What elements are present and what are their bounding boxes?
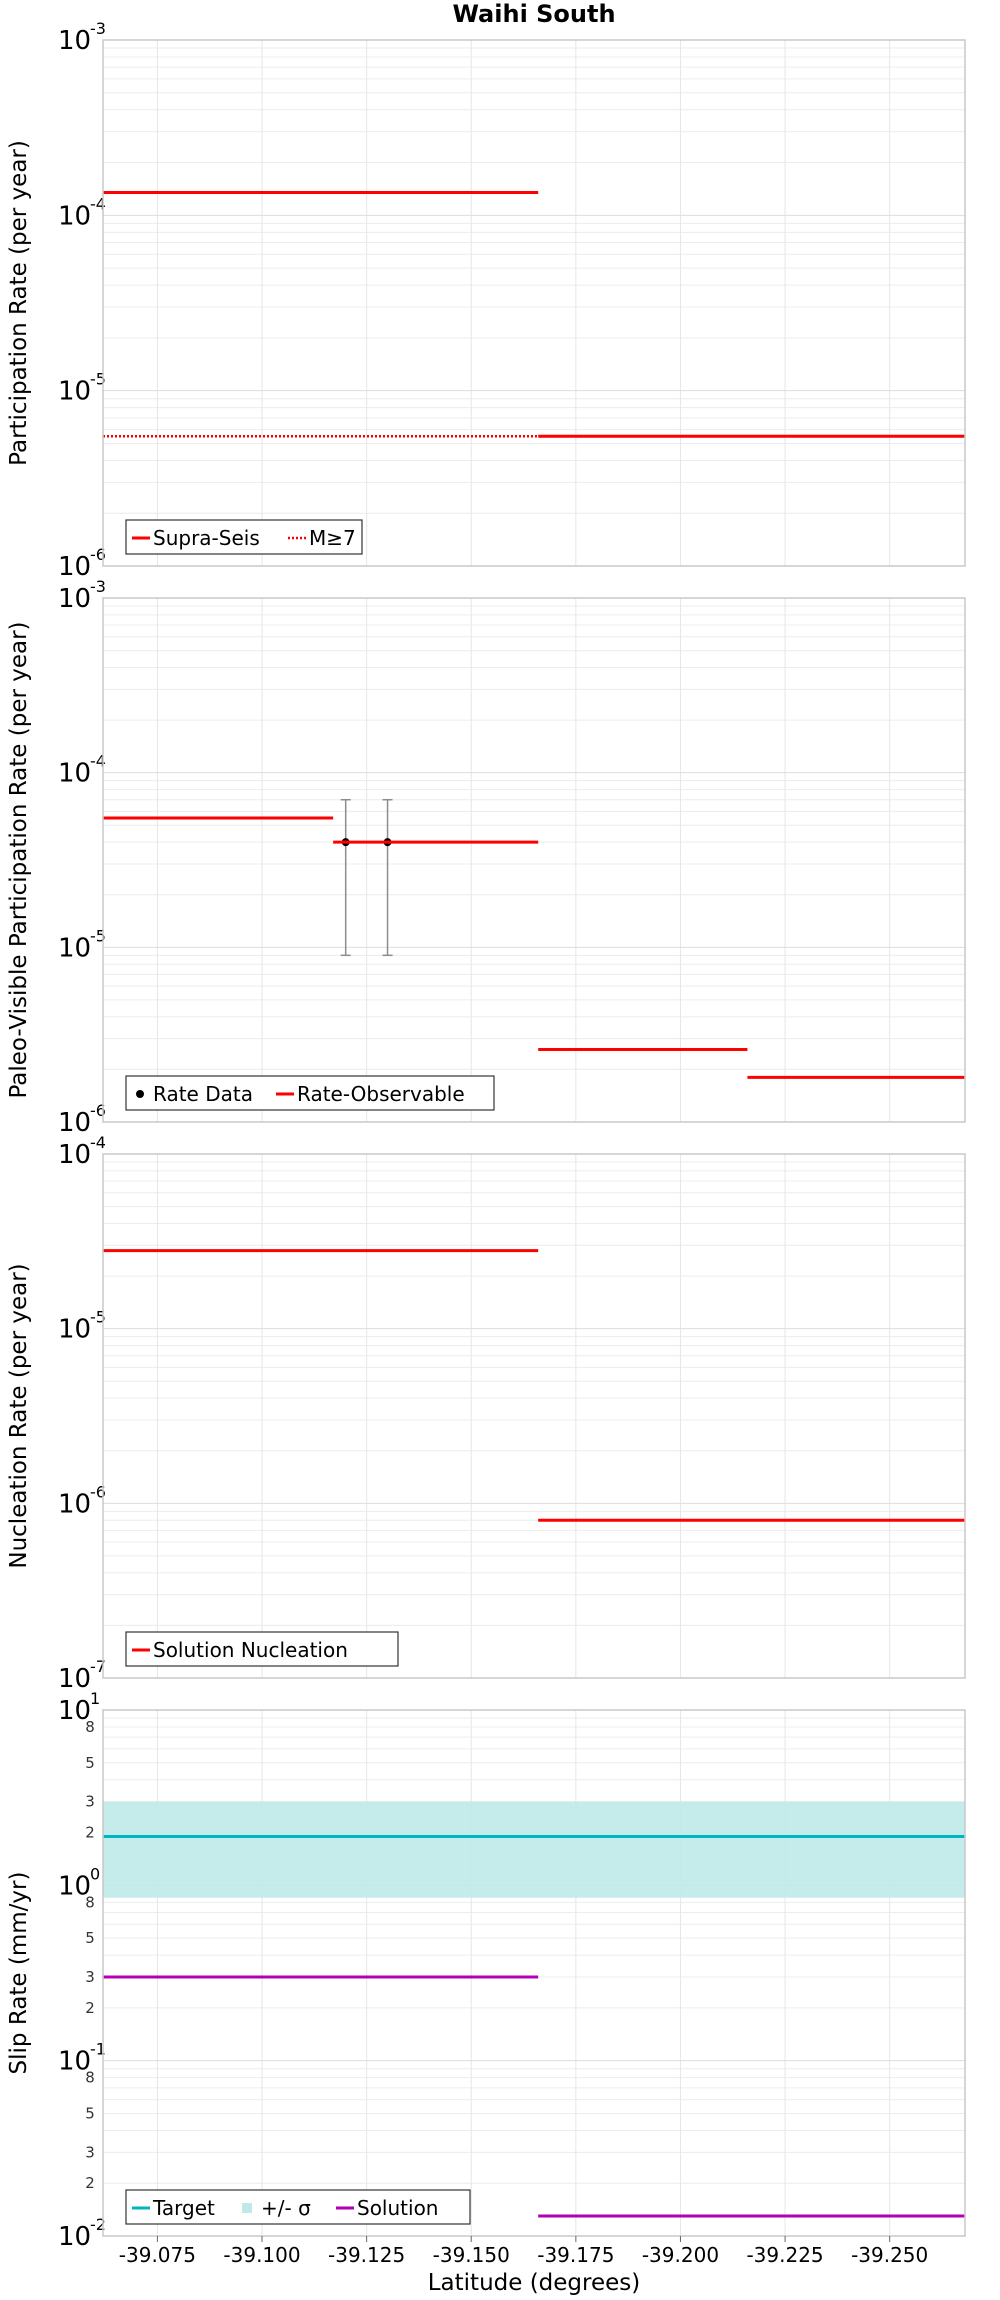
x-tick-label: -39.175 <box>537 2243 614 2267</box>
y-tick-label: 10 <box>58 1489 91 1519</box>
y-tick-exponent: -3 <box>90 19 106 38</box>
y-minor-tick-label: 2 <box>85 1999 95 2017</box>
x-tick-label: -39.250 <box>851 2243 928 2267</box>
y-tick-exponent: -4 <box>90 1133 106 1152</box>
x-tick-label: -39.225 <box>746 2243 823 2267</box>
x-tick-label: -39.075 <box>119 2243 196 2267</box>
y-tick-label: 10 <box>58 1140 91 1170</box>
x-tick-label: -39.150 <box>433 2243 510 2267</box>
y-tick-exponent: 1 <box>90 1689 100 1708</box>
y-tick-exponent: 0 <box>90 1864 100 1883</box>
legend-label: Target <box>152 2196 215 2220</box>
legend-label: Supra-Seis <box>153 526 260 550</box>
legend-label: Rate-Observable <box>297 1082 465 1106</box>
y-tick-label: 10 <box>58 1696 91 1726</box>
y-minor-tick-label: 2 <box>85 1824 95 1842</box>
y-tick-label: 10 <box>58 26 91 56</box>
y-tick-label: 10 <box>58 933 91 963</box>
y-axis-label: Slip Rate (mm/yr) <box>6 1872 32 2075</box>
y-tick-label: 10 <box>58 377 91 407</box>
legend: Target +/- σ Solution <box>125 2189 471 2225</box>
chart-title: Waihi South <box>452 0 615 28</box>
legend-box <box>125 519 363 555</box>
legend-label: Solution Nucleation <box>153 1638 348 1662</box>
legend-label: Rate Data <box>153 1082 253 1106</box>
y-tick-exponent: -3 <box>90 577 106 596</box>
y-tick-label: 10 <box>58 1664 91 1694</box>
y-minor-tick-label: 8 <box>85 1718 95 1736</box>
y-tick-exponent: -1 <box>90 2040 106 2059</box>
y-tick-label: 10 <box>58 1871 91 1901</box>
y-tick-label: 10 <box>58 1108 91 1138</box>
x-tick-label: -39.100 <box>223 2243 300 2267</box>
legend: Solution Nucleation <box>125 1631 399 1667</box>
y-tick-exponent: -6 <box>90 545 106 564</box>
y-tick-exponent: -5 <box>90 370 106 389</box>
y-tick-exponent: -5 <box>90 926 106 945</box>
legend-box <box>125 2189 471 2225</box>
y-tick-exponent: -7 <box>90 1657 106 1676</box>
plot-frame <box>102 1153 966 1679</box>
y-tick-label: 10 <box>58 552 91 582</box>
y-minor-tick-label: 2 <box>85 2174 95 2192</box>
y-minor-tick-label: 3 <box>85 1968 95 1986</box>
y-tick-label: 10 <box>58 201 91 231</box>
y-tick-label: 10 <box>58 1315 91 1345</box>
y-axis-label: Paleo-Visible Participation Rate (per ye… <box>6 621 32 1098</box>
y-tick-label: 10 <box>58 2222 91 2252</box>
legend-box <box>125 1631 399 1667</box>
y-tick-exponent: -4 <box>90 752 106 771</box>
plot-frame <box>102 39 966 567</box>
y-minor-tick-label: 5 <box>85 2104 95 2122</box>
plot-frame <box>102 597 966 1123</box>
y-tick-exponent: -6 <box>90 1101 106 1120</box>
legend: Rate Data Rate-Observable <box>125 1075 495 1111</box>
y-minor-tick-label: 5 <box>85 1754 95 1772</box>
x-tick-label: -39.200 <box>642 2243 719 2267</box>
y-tick-exponent: -4 <box>90 194 106 213</box>
plot-frame <box>102 1709 966 2237</box>
y-tick-exponent: -6 <box>90 1482 106 1501</box>
x-tick-label: -39.125 <box>328 2243 405 2267</box>
y-minor-tick-label: 8 <box>85 1893 95 1911</box>
y-tick-label: 10 <box>58 2047 91 2077</box>
y-minor-tick-label: 3 <box>85 2143 95 2161</box>
x-axis-label: Latitude (degrees) <box>428 2270 641 2296</box>
plot-area <box>103 1710 965 2236</box>
legend-label: M≥7 <box>309 526 356 550</box>
y-tick-exponent: -2 <box>90 2215 106 2234</box>
plot-area <box>103 1154 965 1678</box>
legend-label: Solution <box>357 2196 438 2220</box>
legend-marker <box>136 1090 144 1098</box>
plot-area <box>103 598 965 1122</box>
legend-swatch <box>242 2203 252 2213</box>
y-tick-exponent: -5 <box>90 1308 106 1327</box>
y-tick-label: 10 <box>58 584 91 614</box>
y-minor-tick-label: 8 <box>85 2069 95 2087</box>
legend: Supra-Seis M≥7 <box>125 519 363 555</box>
y-tick-label: 10 <box>58 759 91 789</box>
y-axis-label: Participation Rate (per year) <box>6 140 32 466</box>
plot-area <box>103 40 965 566</box>
y-axis-label: Nucleation Rate (per year) <box>6 1263 32 1568</box>
sigma-band <box>103 1801 965 1898</box>
legend-box <box>125 1075 495 1111</box>
y-minor-tick-label: 3 <box>85 1793 95 1811</box>
legend-label: +/- σ <box>261 2196 311 2220</box>
y-minor-tick-label: 5 <box>85 1929 95 1947</box>
